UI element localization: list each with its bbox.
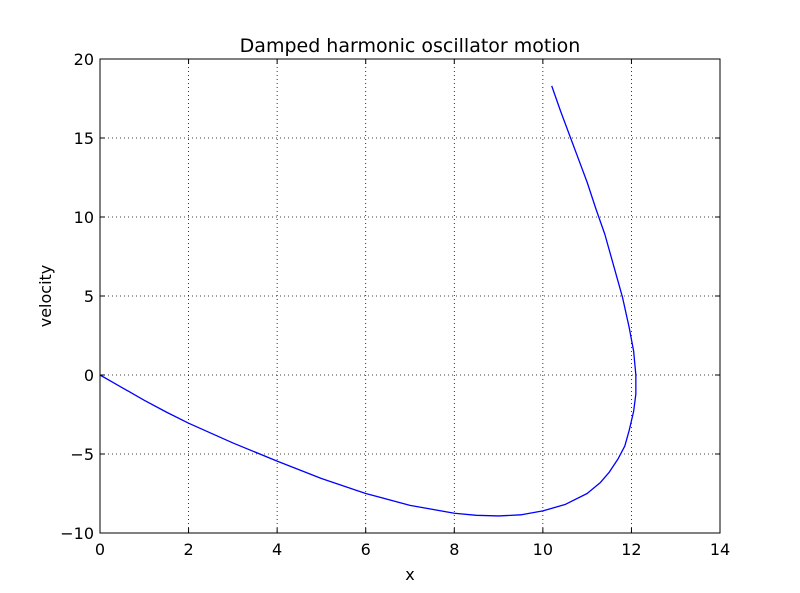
y-axis-label: velocity	[36, 265, 55, 328]
x-tick-label: 8	[449, 540, 459, 559]
y-tick-label: 5	[84, 287, 94, 306]
x-axis-label: x	[405, 565, 414, 584]
y-tick-label: −10	[60, 524, 94, 543]
y-tick-label: 15	[74, 129, 94, 148]
x-tick-label: 2	[183, 540, 193, 559]
x-tick-label: 6	[361, 540, 371, 559]
y-tick-label: 10	[74, 208, 94, 227]
series-line	[99, 85, 637, 517]
x-tick-label: 12	[621, 540, 641, 559]
x-tick-label: 4	[272, 540, 282, 559]
y-tick-label: 20	[74, 50, 94, 69]
y-tick-label: −5	[70, 445, 94, 464]
x-tick-label: 14	[710, 540, 730, 559]
series-layer	[99, 85, 637, 517]
ticks: 0 2 4 6 8 10 12 14 −10 −5 0 5 10 15 20	[60, 50, 730, 559]
y-tick-label: 0	[84, 366, 94, 385]
x-tick-label: 10	[533, 540, 553, 559]
x-tick-label: 0	[95, 540, 105, 559]
chart-title: Damped harmonic oscillator motion	[240, 35, 581, 57]
